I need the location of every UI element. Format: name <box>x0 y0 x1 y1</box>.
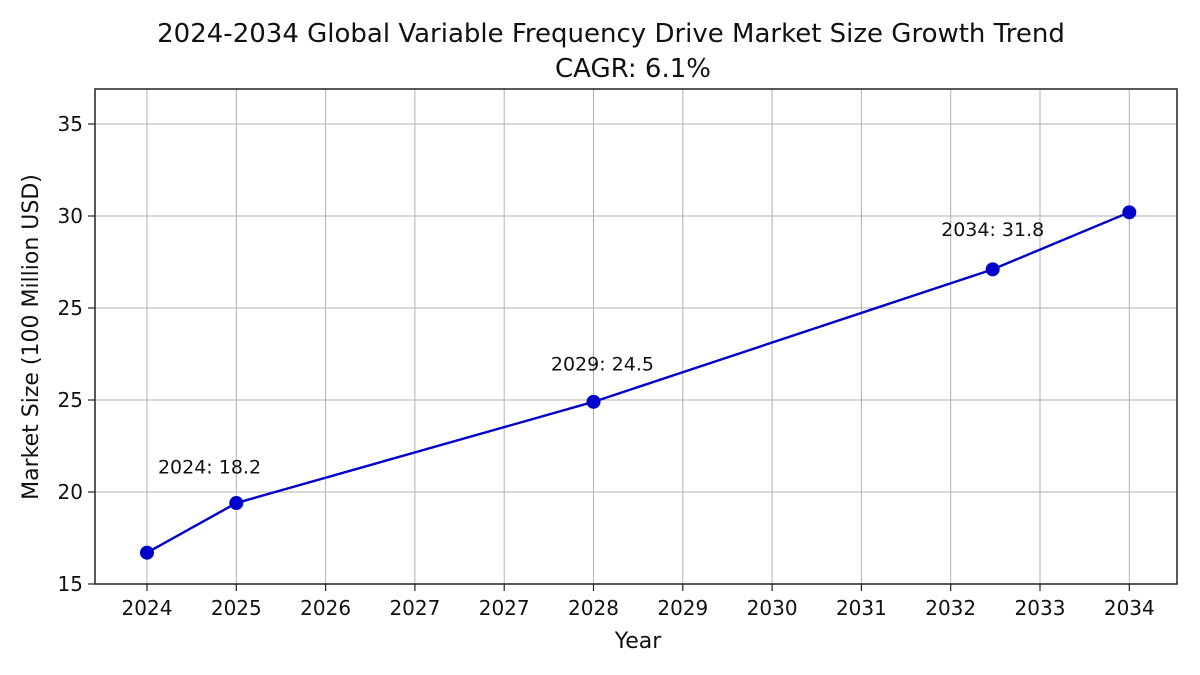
x-tick-label: 2028 <box>568 596 619 620</box>
y-tick-label: 15 <box>58 572 83 596</box>
data-point <box>140 545 154 560</box>
x-tick-label: 2033 <box>1015 596 1066 620</box>
x-axis-label: Year <box>614 629 663 654</box>
y-tick-label: 30 <box>58 204 83 228</box>
x-tick-label: 2027 <box>389 596 440 620</box>
x-tick-label: 2026 <box>300 596 351 620</box>
chart-title: 2024-2034 Global Variable Frequency Driv… <box>157 19 1065 49</box>
point-annotation: 2029: 24.5 <box>551 354 654 376</box>
x-tick-label: 2024 <box>122 596 173 620</box>
chart-subtitle: CAGR: 6.1% <box>555 54 711 84</box>
y-tick-label: 35 <box>58 112 83 136</box>
x-tick-label: 2032 <box>925 596 976 620</box>
point-annotation: 2034: 31.8 <box>941 219 1044 241</box>
x-tick-label: 2034 <box>1104 596 1155 620</box>
y-tick-label: 25 <box>58 296 83 320</box>
axis-ticks: 2024 2025 2026 2027 2027 2028 2029 2030 2031 2032… <box>58 112 1155 620</box>
point-annotation: 2024: 18.2 <box>158 457 261 479</box>
y-axis-label: Market Size (100 Million USD) <box>19 174 44 500</box>
data-point <box>985 262 1000 277</box>
x-tick-label: 2027 <box>479 596 530 620</box>
data-point <box>586 394 601 409</box>
plot-area <box>94 88 1178 585</box>
data-point <box>229 496 244 511</box>
x-tick-label: 2025 <box>211 596 262 620</box>
annotations: 2024: 18.2 2029: 24.5 2034: 31.8 <box>158 219 1044 478</box>
y-tick-label: 25 <box>58 388 83 412</box>
data-point <box>1122 205 1137 220</box>
series <box>140 205 1137 560</box>
grid <box>95 89 1177 585</box>
x-tick-label: 2031 <box>836 596 887 620</box>
y-tick-label: 20 <box>58 480 83 504</box>
x-tick-label: 2029 <box>657 596 708 620</box>
x-tick-label: 2030 <box>747 596 798 620</box>
series-line <box>146 211 1130 554</box>
